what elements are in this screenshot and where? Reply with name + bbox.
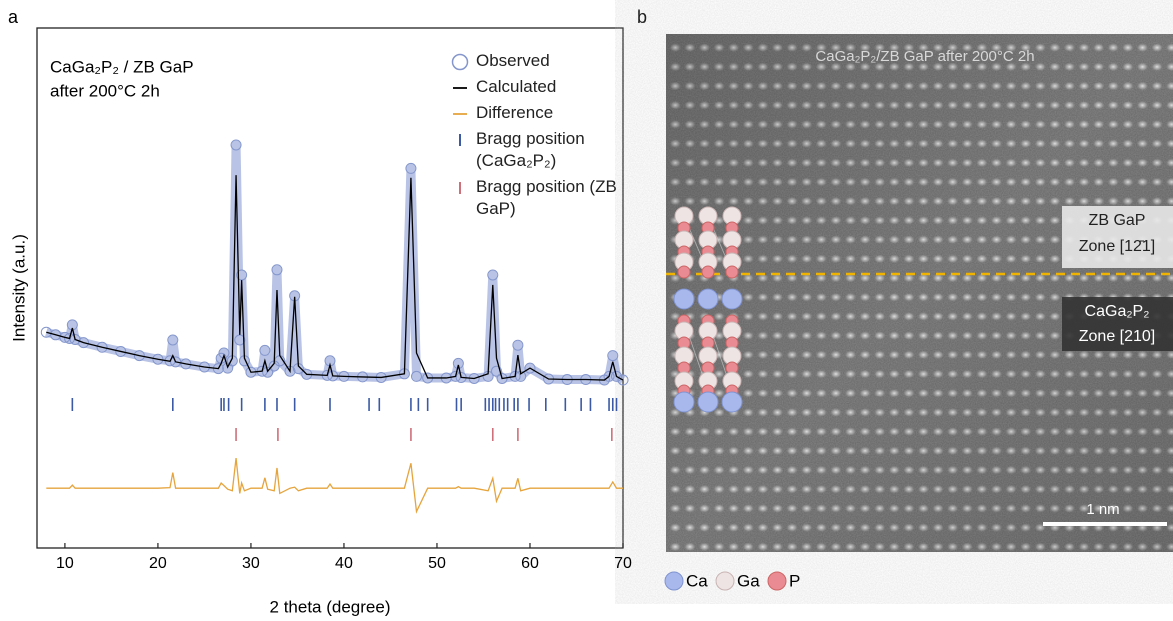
observed-point xyxy=(617,374,629,386)
atom xyxy=(697,288,719,310)
observed-point xyxy=(490,365,502,377)
label-box xyxy=(1062,206,1173,268)
observed-point xyxy=(167,334,179,346)
observed-point xyxy=(259,344,271,356)
legend-label: Bragg position (CaGa₂P₂) xyxy=(476,129,585,170)
plot-frame xyxy=(36,27,624,549)
atom xyxy=(673,288,695,310)
atom xyxy=(701,265,715,279)
observed-point xyxy=(524,362,536,374)
legend-icon xyxy=(459,182,461,194)
observed-point xyxy=(487,269,499,281)
tem-image: ZB GaP Zone [12̄1] CaGa₂P₂ Zone [210] Ca… xyxy=(666,34,1173,552)
scale-label: 1 nm xyxy=(1086,501,1119,518)
atom-label: Ca xyxy=(686,571,708,590)
observed-point xyxy=(452,357,464,369)
atom xyxy=(677,265,691,279)
legend-label: Calculated xyxy=(476,77,557,96)
x-tick-label: 50 xyxy=(428,555,446,572)
ga-icon xyxy=(715,571,735,591)
observed-point xyxy=(218,347,230,359)
x-tick-label: 30 xyxy=(242,555,260,572)
x-tick-label: 70 xyxy=(614,555,632,572)
legend: Observed Calculated Difference Bragg positi… xyxy=(450,50,626,224)
observed-point xyxy=(180,358,192,370)
observed-point xyxy=(236,269,248,281)
series-line xyxy=(46,457,623,514)
atom xyxy=(721,391,743,413)
observed-point xyxy=(271,264,283,276)
zone-label: Zone [210] xyxy=(1079,328,1156,345)
observed-point xyxy=(115,345,127,357)
legend-item: Observed xyxy=(450,50,626,72)
observed-point xyxy=(230,139,242,151)
atom-label: P xyxy=(789,571,800,590)
atom xyxy=(721,288,743,310)
observed-point xyxy=(78,337,90,349)
atom xyxy=(673,391,695,413)
observed-point xyxy=(411,370,423,382)
observed-point xyxy=(96,341,108,353)
atom-model xyxy=(673,206,743,413)
legend-label: Difference xyxy=(476,103,554,122)
ca-icon xyxy=(664,571,684,591)
series-line xyxy=(46,175,624,381)
observed-point xyxy=(133,350,145,362)
atom xyxy=(697,391,719,413)
legend-icon xyxy=(451,53,469,71)
label-box xyxy=(1062,297,1173,351)
legend-label: Observed xyxy=(476,51,550,70)
observed-point xyxy=(152,353,164,365)
legend-label: Bragg position (ZB GaP) xyxy=(476,177,617,218)
observed-point xyxy=(607,350,619,362)
annotation: after 200°C 2h xyxy=(50,81,160,100)
panel-label: b xyxy=(637,7,647,27)
observed-point xyxy=(405,162,417,174)
p-icon xyxy=(767,571,787,591)
image-title: CaGa₂P₂/ZB GaP after 200°C 2h xyxy=(815,48,1034,65)
zone-label: CaGa₂P₂ xyxy=(1085,303,1150,320)
observed-point xyxy=(610,370,622,382)
observed-point xyxy=(496,372,508,384)
observed-point xyxy=(512,339,524,351)
legend-icon xyxy=(459,134,461,146)
x-axis-label: 2 theta (degree) xyxy=(270,597,391,616)
x-tick-label: 10 xyxy=(56,555,74,572)
annotation: CaGa₂P₂ / ZB GaP xyxy=(50,57,194,76)
legend-icon xyxy=(453,113,467,115)
legend-item: Difference xyxy=(450,102,626,124)
observed-point xyxy=(170,356,182,368)
x-tick-label: 20 xyxy=(149,555,167,572)
panel-label: a xyxy=(8,7,19,27)
y-axis-label: Intensity (a.u.) xyxy=(9,234,28,342)
zone-label: Zone [12̄1] xyxy=(1079,238,1156,255)
observed-point xyxy=(234,334,246,346)
atom xyxy=(725,265,739,279)
atom-legend: Ca Ga P xyxy=(664,571,800,591)
observed-point xyxy=(603,370,615,382)
x-tick-label: 40 xyxy=(335,555,353,572)
zone-label: ZB GaP xyxy=(1089,212,1146,229)
x-tick-label: 60 xyxy=(521,555,539,572)
legend-item: Bragg position (CaGa₂P₂) xyxy=(450,128,626,172)
legend-icon xyxy=(453,87,467,89)
legend-item: Bragg position (ZB GaP) xyxy=(450,176,626,220)
shading xyxy=(666,34,1173,552)
observed-point xyxy=(262,366,274,378)
atom-label: Ga xyxy=(737,571,760,590)
legend-item: Calculated xyxy=(450,76,626,98)
